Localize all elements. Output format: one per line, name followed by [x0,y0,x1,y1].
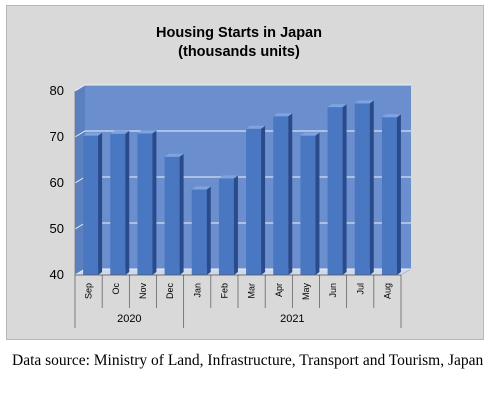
bar-face [381,117,397,275]
bar-side [125,130,130,275]
y-tick-label: 50 [50,221,64,236]
bar-face [246,128,262,275]
x-tick-label: Feb [219,283,229,299]
bar-side [152,130,157,275]
bar [137,130,157,275]
bar-side [369,100,374,275]
x-tick-label: Jul [355,283,365,295]
bar-face [354,103,370,275]
bar [83,132,103,275]
x-tick-label: May [301,283,311,301]
bar [246,125,266,275]
x-tick-label: Dec [165,283,175,300]
bar [273,113,293,275]
x-tick-label: Jan [192,283,202,298]
bar-top [110,130,130,134]
bar-top [137,130,157,134]
bar-face [191,189,207,275]
bar-side [233,175,238,275]
bar-face [327,107,343,275]
gridline [74,130,411,138]
y-tick-label: 40 [50,267,64,282]
y-tick-label: 70 [50,129,64,144]
year-group-label: 2020 [117,313,141,325]
y-tick-label: 80 [50,83,64,98]
x-tick-label: Apr [274,283,284,297]
bar-top [218,175,238,179]
bar-top [191,186,211,190]
bar [191,186,211,275]
bar-face [83,135,99,275]
bar-side [98,132,103,275]
bar-top [300,132,320,136]
bar-side [315,132,320,275]
bar-side [396,114,401,275]
y-axis: 40 50 60 70 80 [50,83,76,282]
bar [110,130,130,275]
y-tick-label: 60 [50,175,64,190]
bar-side [261,125,266,275]
chart-title: Housing Starts in Japan [156,25,322,41]
x-tick-label: Aug [382,283,392,299]
bar [164,153,184,275]
bar-top [381,114,401,118]
bar-top [83,132,103,136]
bar-face [273,116,289,275]
bar [218,175,238,275]
bar [300,132,320,275]
x-tick-label: Sep [84,283,94,299]
bar-face [218,178,234,275]
bar-side [179,153,184,275]
x-tick-label: Oc [111,283,121,295]
bar-side [342,104,347,275]
bar-top [354,100,374,104]
chart-subtitle: (thousands units) [178,44,300,60]
data-source-note: Data source: Ministry of Land, Infrastru… [12,352,484,369]
housing-starts-chart: Housing Starts in Japan (thousands units… [50,25,413,328]
bar-top [246,125,266,129]
bar-top [327,104,347,108]
x-axis: Sep Oc Nov Dec Jan Feb Mar Apr May Jun Jul Aug 2020 2… [74,274,402,328]
bar-face [137,133,153,275]
bar [354,100,374,275]
bars [83,100,401,275]
bar-side [206,186,211,275]
x-tick-label: Jun [328,283,338,298]
bar [327,104,347,275]
x-tick-label: Mar [247,283,257,299]
bar-side [288,113,293,275]
bar-top [164,153,184,157]
x-tick-label: Nov [138,283,148,300]
bar-top [273,113,293,117]
chart-frame: Housing Starts in Japan (thousands units… [6,5,484,340]
bar-face [164,156,180,275]
bar-face [110,133,126,275]
year-group-label: 2021 [280,313,304,325]
bar-face [300,135,316,275]
bar [381,114,401,275]
gridline [74,84,411,92]
